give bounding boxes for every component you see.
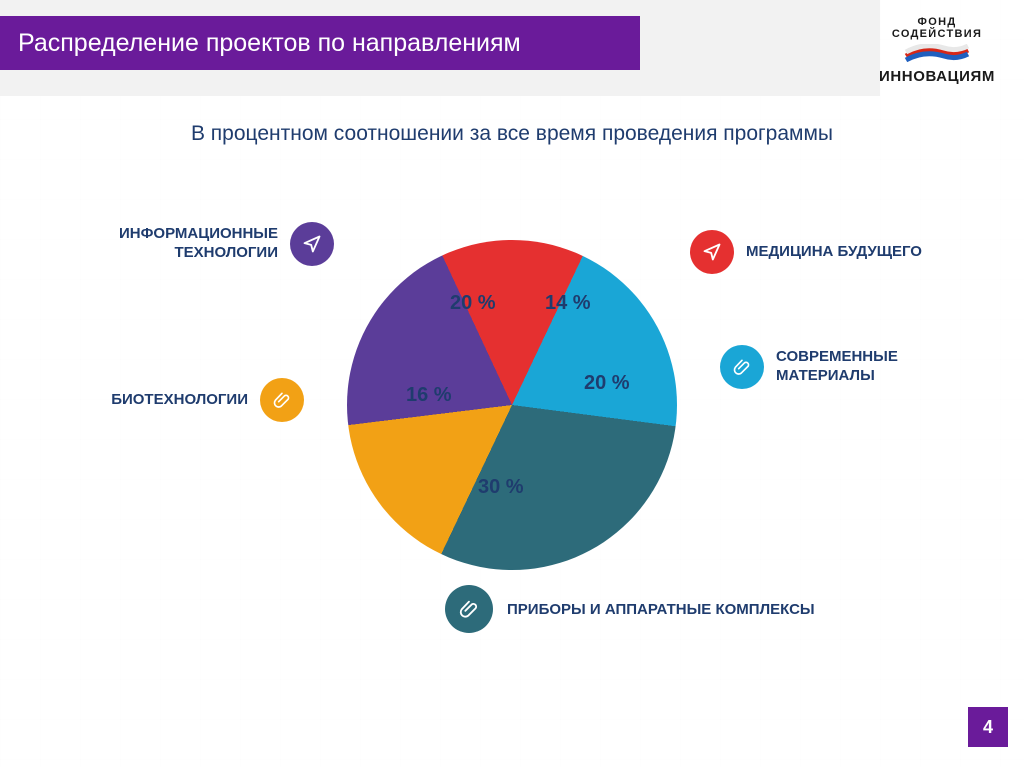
category-label: МЕДИЦИНА БУДУЩЕГО [746, 243, 922, 262]
category-it: ИНФОРМАЦИОННЫЕ ТЕХНОЛОГИИ [119, 222, 334, 266]
pct-label-it: 20 % [450, 292, 496, 315]
category-label: БИОТЕХНОЛОГИИ [111, 391, 248, 410]
category-biotech: БИОТЕХНОЛОГИИ [111, 378, 304, 422]
category-label: ИНФОРМАЦИОННЫЕ ТЕХНОЛОГИИ [119, 225, 278, 263]
pct-label-materials: 20 % [584, 372, 630, 395]
pct-label-devices: 30 % [478, 476, 524, 499]
clip-icon [260, 378, 304, 422]
pie-chart [347, 240, 677, 570]
pct-label-medicine: 14 % [545, 292, 591, 315]
arrow-icon [690, 230, 734, 274]
category-label: ПРИБОРЫ И АППАРАТНЫЕ КОМПЛЕКСЫ [507, 601, 815, 618]
subtitle: В процентном соотношении за все время пр… [0, 122, 1024, 146]
clip-icon [720, 345, 764, 389]
arrow-icon [290, 222, 334, 266]
pct-label-biotech: 16 % [406, 384, 452, 407]
chart-area: 14 % 20 % 30 % 16 % 20 % МЕДИЦИНА БУДУЩЕ… [0, 180, 1024, 700]
logo-line-2: ИННОВАЦИЯМ [872, 68, 1002, 85]
logo-line-1: ФОНД СОДЕЙСТВИЯ [872, 16, 1002, 40]
title-bar: Распределение проектов по направлениям [0, 16, 640, 70]
category-label: СОВРЕМЕННЫЕ МАТЕРИАЛЫ [776, 348, 898, 386]
page-number: 4 [968, 707, 1008, 747]
flag-swoosh-icon [904, 44, 970, 66]
category-medicine: МЕДИЦИНА БУДУЩЕГО [690, 230, 922, 274]
clip-icon [445, 585, 493, 633]
page-title: Распределение проектов по направлениям [18, 29, 521, 58]
organization-logo: ФОНД СОДЕЙСТВИЯ ИННОВАЦИЯМ [872, 16, 1002, 85]
category-materials: СОВРЕМЕННЫЕ МАТЕРИАЛЫ [720, 345, 898, 389]
category-devices: ПРИБОРЫ И АППАРАТНЫЕ КОМПЛЕКСЫ [445, 585, 815, 633]
